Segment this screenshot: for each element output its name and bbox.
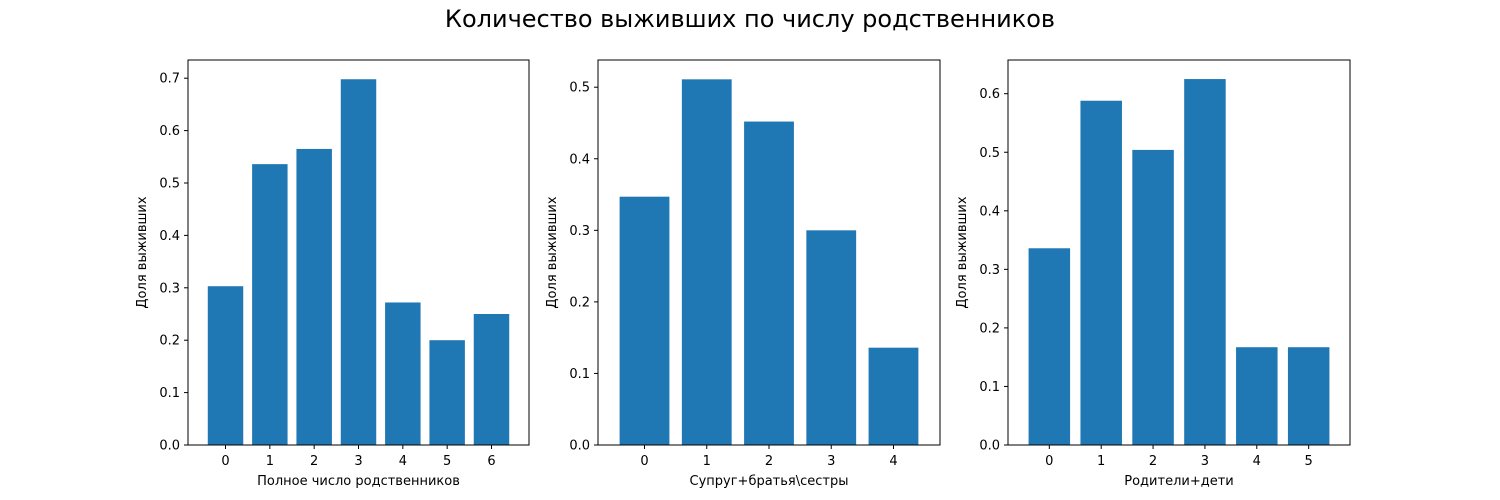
bar-2 xyxy=(1132,149,1174,445)
bar-0 xyxy=(207,286,244,445)
y-tick-label: 0.0 xyxy=(979,439,1000,454)
x-tick-label: 1 xyxy=(703,454,711,469)
bar-4 xyxy=(385,302,421,445)
y-tick-label: 0.2 xyxy=(569,295,590,310)
x-tick-label: 4 xyxy=(1253,454,1261,469)
bar-1 xyxy=(681,79,732,445)
x-tick-label: 3 xyxy=(1201,454,1209,469)
bar-2 xyxy=(744,121,794,446)
x-tick-label: 0 xyxy=(221,454,229,469)
y-tick-label: 0.3 xyxy=(569,224,590,239)
bar-2 xyxy=(296,148,332,445)
plot-frame xyxy=(1007,59,1351,446)
y-tick-label: 0.1 xyxy=(159,386,180,401)
y-axis-label: Доля выживших xyxy=(955,196,970,308)
y-tick-label: 0.5 xyxy=(569,81,590,96)
x-tick-label: 3 xyxy=(827,454,835,469)
bar-1 xyxy=(1080,100,1122,445)
y-tick-label: 0.2 xyxy=(979,321,1000,336)
x-tick-label: 2 xyxy=(1149,454,1157,469)
x-tick-label: 2 xyxy=(765,454,773,469)
y-tick-label: 0.4 xyxy=(159,229,180,244)
y-tick-label: 0.1 xyxy=(569,367,590,382)
x-tick-label: 5 xyxy=(1305,454,1313,469)
y-tick-label: 0.3 xyxy=(159,281,180,296)
y-tick-label: 0.1 xyxy=(979,380,1000,395)
x-tick-label: 5 xyxy=(443,454,451,469)
chart-panel-1: 0 1 2 3 4 5 6 0.0 0.1 0.2 0.3 0.4 0.5 0.6 0.7 Полное чи… xyxy=(135,59,530,489)
y-tick-label: 0.7 xyxy=(159,72,180,87)
y-tick-label: 0.0 xyxy=(569,439,590,454)
x-tick-label: 4 xyxy=(399,454,407,469)
y-axis-label: Доля выживших xyxy=(545,196,560,308)
x-tick-label: 2 xyxy=(310,454,318,469)
x-axis-label: Полное число родственников xyxy=(257,474,460,489)
bar-4 xyxy=(1236,347,1278,445)
bar-6 xyxy=(473,314,510,445)
y-tick-label: 0.0 xyxy=(159,439,180,454)
x-tick-label: 1 xyxy=(266,454,274,469)
y-tick-label: 0.5 xyxy=(979,146,1000,161)
chart-panel-3: 0 1 2 3 4 5 0.0 0.1 0.2 0.3 0.4 0.5 0.6 Родители+дети… xyxy=(955,59,1351,489)
y-tick-label: 0.4 xyxy=(979,204,1000,219)
bar-5 xyxy=(1287,347,1330,445)
bar-5 xyxy=(429,340,465,445)
bar-1 xyxy=(252,164,288,445)
bar-4 xyxy=(868,347,919,445)
y-tick-label: 0.2 xyxy=(159,334,180,349)
x-tick-label: 0 xyxy=(640,454,648,469)
y-tick-label: 0.6 xyxy=(979,87,1000,102)
x-axis-label: Супруг+братья\сестры xyxy=(690,474,849,489)
x-tick-label: 6 xyxy=(487,454,495,469)
y-tick-label: 0.4 xyxy=(569,152,590,167)
y-tick-label: 0.6 xyxy=(159,124,180,139)
figure-title: Количество выживших по числу родственник… xyxy=(444,5,1056,33)
y-tick-label: 0.3 xyxy=(979,263,1000,278)
y-tick-label: 0.5 xyxy=(159,177,180,192)
x-tick-label: 4 xyxy=(889,454,897,469)
x-axis-label: Родители+дети xyxy=(1124,474,1233,489)
chart-panel-2: 0 1 2 3 4 0.0 0.1 0.2 0.3 0.4 0.5 Супруг+братья\сес… xyxy=(545,59,941,489)
bar-3 xyxy=(340,79,377,445)
x-tick-label: 3 xyxy=(354,454,362,469)
x-tick-label: 0 xyxy=(1045,454,1053,469)
bar-3 xyxy=(806,230,857,445)
bar-0 xyxy=(1028,248,1071,445)
x-tick-label: 1 xyxy=(1097,454,1105,469)
y-axis-label: Доля выживших xyxy=(135,196,150,308)
bar-3 xyxy=(1184,79,1226,445)
bar-0 xyxy=(619,196,670,445)
